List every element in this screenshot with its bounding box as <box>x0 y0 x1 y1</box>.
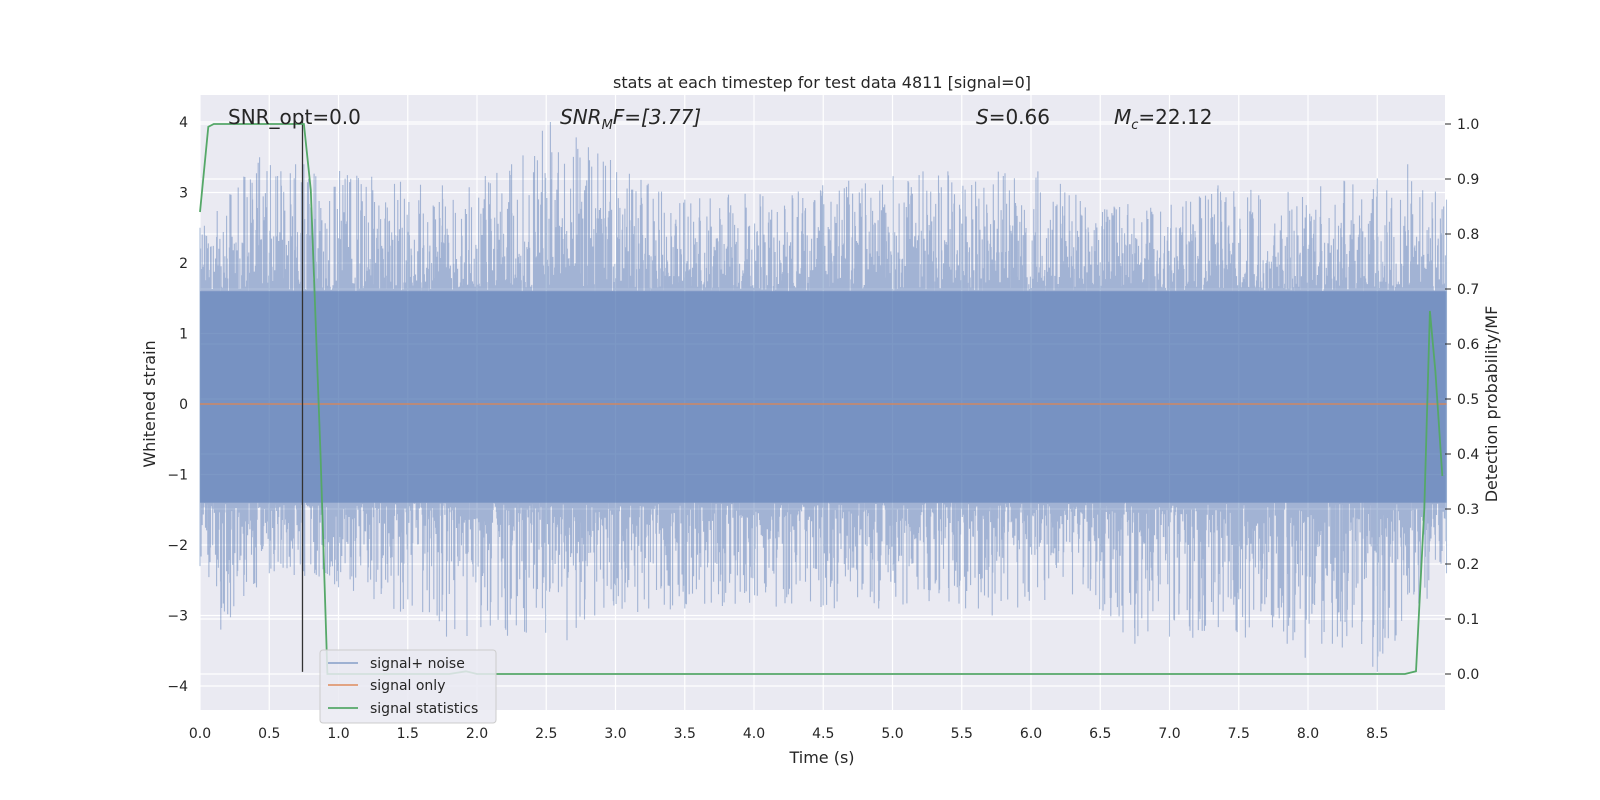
y2-tick-label: 0.5 <box>1457 392 1479 408</box>
legend-box <box>319 649 497 724</box>
x-tick-label: 1.5 <box>397 726 419 742</box>
y-axis-label: Whitened strain <box>140 340 159 467</box>
y2-tick-label: 0.7 <box>1457 282 1479 298</box>
x-tick-label: 7.5 <box>1228 726 1250 742</box>
y2-tick-label: 0.3 <box>1457 502 1479 518</box>
y-tick-label: −4 <box>167 679 188 695</box>
legend: signal+ noise signal only signal statist… <box>319 649 497 724</box>
legend-label-signal-noise: signal+ noise <box>370 656 465 672</box>
x-tick-label: 2.0 <box>466 726 488 742</box>
x-tick-label: 6.5 <box>1089 726 1111 742</box>
y2-tick-label: 0.9 <box>1457 172 1479 188</box>
y2-axis-label: Detection probability/MF <box>1482 306 1501 503</box>
y2-tick-label: 0.8 <box>1457 227 1479 243</box>
x-tick-label: 3.5 <box>674 726 696 742</box>
y2-tick-label: 0.6 <box>1457 337 1479 353</box>
x-tick-label: 3.0 <box>604 726 626 742</box>
y2-tick-label: 0.2 <box>1457 557 1479 573</box>
y2-tick-label: 0.1 <box>1457 612 1479 628</box>
y-tick-label: 3 <box>179 186 188 202</box>
legend-label-signal-statistics: signal statistics <box>370 701 478 717</box>
y-tick-label: −2 <box>167 538 188 554</box>
y-tick-label: 0 <box>179 397 188 413</box>
chart-title: stats at each timestep for test data 481… <box>613 73 1031 92</box>
x-tick-labels: 0.0 0.5 1.0 1.5 2.0 2.5 3.0 3.5 4.0 4.5 5.0 5.5 6.0 6… <box>189 726 1389 742</box>
noise-spikes <box>199 122 1448 672</box>
y-tick-label: −3 <box>167 609 188 625</box>
x-tick-label: 0.0 <box>189 726 211 742</box>
y2-tick-labels: 1.0 0.9 0.8 0.7 0.6 0.5 0.4 0.3 0.2 0.1 0.0 <box>1445 117 1479 683</box>
x-tick-label: 8.0 <box>1297 726 1319 742</box>
y-tick-label: 4 <box>179 115 188 131</box>
signal-noise-series <box>199 122 1448 672</box>
x-tick-label: 6.0 <box>1020 726 1042 742</box>
x-tick-label: 1.0 <box>327 726 349 742</box>
annotation-snr-opt: SNR_opt=0.0 <box>228 105 361 129</box>
y2-tick-label: 0.4 <box>1457 447 1479 463</box>
annotation-mc: Mc=22.12 <box>1114 105 1212 133</box>
y-tick-label: 1 <box>179 327 188 343</box>
x-tick-label: 5.0 <box>881 726 903 742</box>
y2-tick-label: 1.0 <box>1457 117 1479 133</box>
x-tick-label: 8.5 <box>1366 726 1388 742</box>
x-tick-label: 4.0 <box>743 726 765 742</box>
x-tick-label: 4.5 <box>812 726 834 742</box>
noise-core-band <box>200 291 1447 503</box>
x-tick-label: 2.5 <box>535 726 557 742</box>
y-tick-labels: 4 3 2 1 0 −1 −2 −3 −4 <box>167 115 188 695</box>
y-tick-label: −1 <box>167 468 188 484</box>
annotation-s: S=0.66 <box>976 105 1050 129</box>
legend-label-signal-only: signal only <box>370 678 445 694</box>
y-tick-label: 2 <box>179 256 188 272</box>
x-tick-label: 5.5 <box>951 726 973 742</box>
x-tick-label: 0.5 <box>258 726 280 742</box>
y2-tick-label: 0.0 <box>1457 667 1479 683</box>
x-tick-label: 7.0 <box>1158 726 1180 742</box>
annotation-snr-mf: SNRMF=[3.77] <box>560 105 701 133</box>
x-axis-label: Time (s) <box>788 748 854 767</box>
